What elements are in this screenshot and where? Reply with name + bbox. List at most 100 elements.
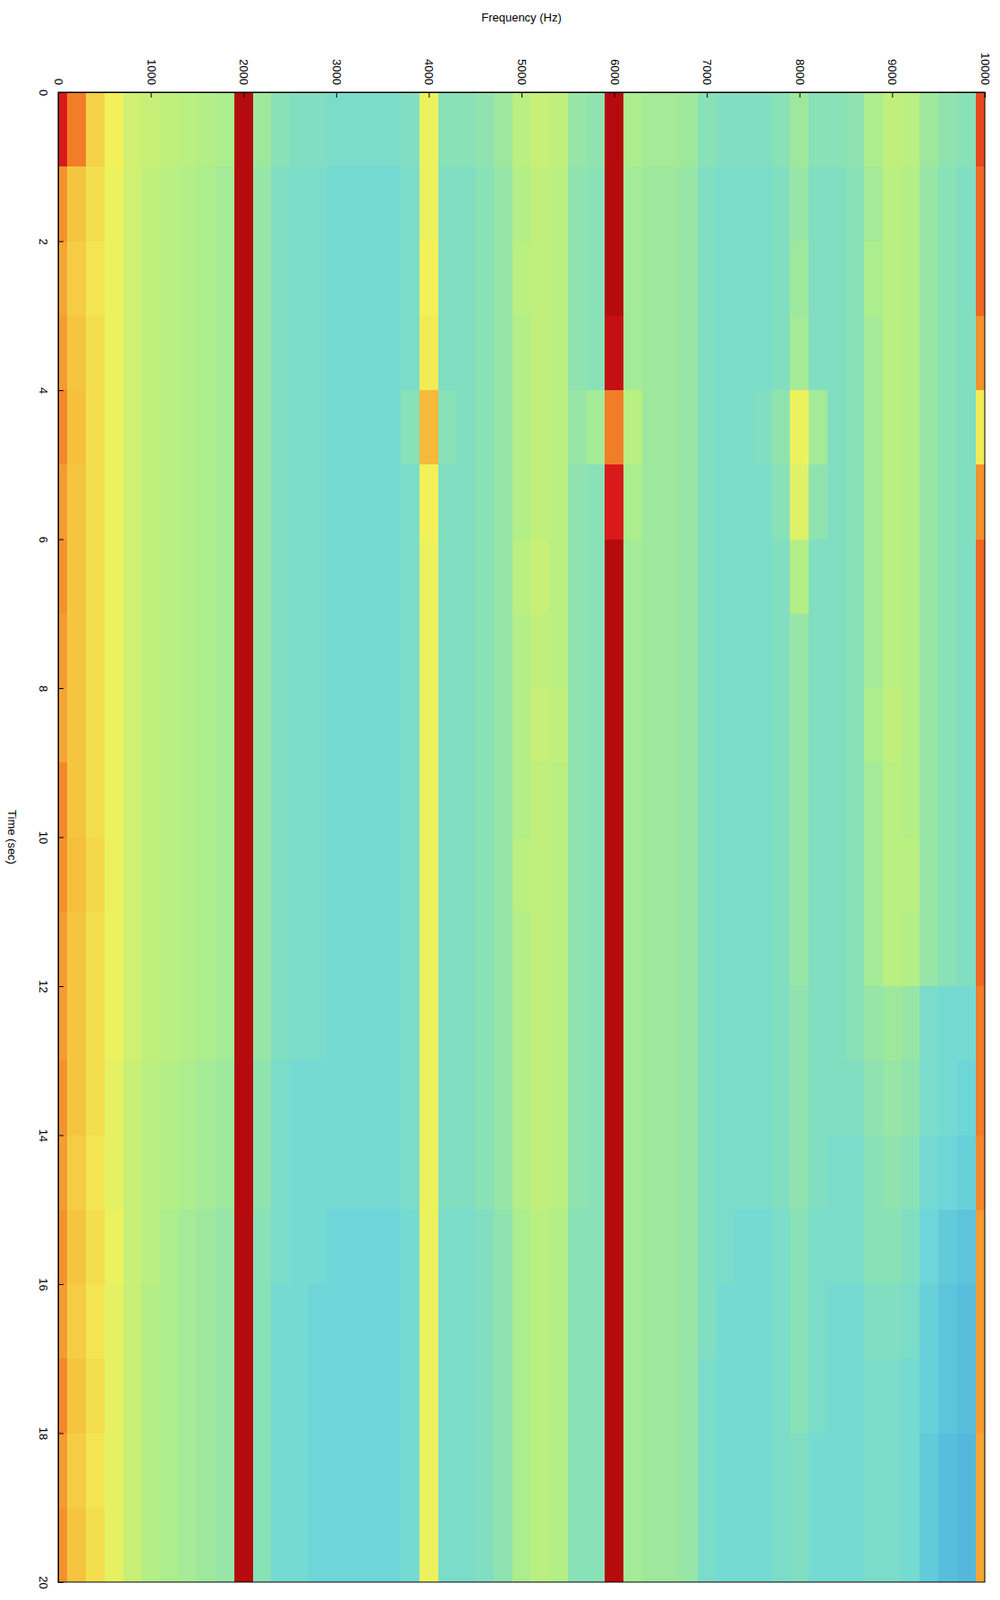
- cell: [549, 464, 568, 540]
- tick: 0: [36, 89, 64, 96]
- cell: [586, 389, 606, 466]
- cell: [141, 911, 161, 987]
- cell: [326, 1059, 346, 1136]
- cell: [604, 389, 624, 466]
- cell: [549, 539, 568, 615]
- cell: [512, 464, 532, 540]
- cell: [178, 92, 198, 168]
- cell: [789, 911, 809, 987]
- cell: [678, 539, 698, 615]
- cell: [419, 315, 439, 391]
- cell: [808, 464, 828, 540]
- cell: [419, 166, 439, 242]
- cell: [474, 1283, 494, 1359]
- cell: [697, 837, 717, 913]
- cell: [234, 762, 254, 838]
- cell: [549, 1283, 568, 1359]
- cell: [567, 1507, 587, 1582]
- cell: [85, 92, 105, 168]
- cell: [567, 241, 587, 317]
- cell: [382, 1507, 402, 1582]
- cell: [753, 464, 772, 540]
- cell: [253, 1357, 272, 1433]
- cell: [753, 837, 772, 913]
- axis-line: [59, 93, 986, 99]
- cell: [957, 1209, 976, 1285]
- cell: [623, 315, 643, 391]
- cell: [58, 911, 68, 987]
- cell: [215, 92, 235, 168]
- cell: [104, 315, 124, 391]
- cell: [253, 241, 272, 317]
- cell: [882, 613, 902, 689]
- cell: [678, 762, 698, 838]
- cell: [919, 613, 939, 689]
- cell: [178, 464, 198, 540]
- cell: [919, 1135, 939, 1211]
- cell: [530, 911, 550, 987]
- cell: [901, 1283, 921, 1359]
- cell: [419, 613, 439, 689]
- cell: [438, 1059, 458, 1136]
- cell: [178, 166, 198, 242]
- cell: [753, 1357, 772, 1433]
- tick-label: 6: [36, 535, 51, 543]
- cell: [364, 92, 383, 168]
- tick-mark: [521, 92, 523, 98]
- cell: [938, 1209, 958, 1285]
- cell: [567, 837, 587, 913]
- cell: [586, 837, 606, 913]
- cell: [326, 837, 346, 913]
- cell: [697, 389, 717, 466]
- cell: [567, 1059, 587, 1136]
- cell: [326, 762, 346, 838]
- cell: [58, 687, 68, 763]
- cell: [382, 464, 402, 540]
- cell: [419, 762, 439, 838]
- tick-mark: [58, 1283, 64, 1285]
- cell: [882, 687, 902, 763]
- cell: [474, 241, 494, 317]
- cell: [400, 464, 420, 540]
- cell: [400, 1209, 420, 1285]
- cell: [512, 389, 532, 466]
- cell: [660, 1135, 679, 1211]
- cell: [345, 762, 365, 838]
- cell: [160, 911, 179, 987]
- tick-label: 1000: [144, 59, 159, 85]
- cell: [253, 687, 272, 763]
- cell: [623, 762, 643, 838]
- cell: [604, 613, 624, 689]
- cell: [938, 241, 958, 317]
- cell: [808, 539, 828, 615]
- tick-mark: [58, 837, 64, 839]
- cell: [58, 92, 68, 168]
- cell: [753, 613, 772, 689]
- cell: [549, 911, 568, 987]
- cell: [400, 613, 420, 689]
- cell: [660, 315, 679, 391]
- cell: [716, 1135, 736, 1211]
- cell: [308, 1357, 328, 1433]
- cell: [789, 166, 809, 242]
- cell: [271, 1209, 290, 1285]
- cell: [734, 1209, 754, 1285]
- cell: [289, 1135, 309, 1211]
- cell: [789, 1135, 809, 1211]
- cell: [789, 241, 809, 317]
- cell: [58, 1507, 68, 1582]
- cell: [938, 985, 958, 1061]
- cell: [400, 1507, 420, 1582]
- cell: [623, 1507, 643, 1582]
- cell: [67, 1135, 86, 1211]
- cell: [623, 837, 643, 913]
- cell: [882, 762, 902, 838]
- cell: [160, 837, 179, 913]
- cell: [846, 241, 865, 317]
- cell: [345, 1135, 365, 1211]
- cell: [289, 1209, 309, 1285]
- cell: [530, 464, 550, 540]
- cell: [141, 1135, 161, 1211]
- cell: [771, 911, 791, 987]
- cell: [567, 613, 587, 689]
